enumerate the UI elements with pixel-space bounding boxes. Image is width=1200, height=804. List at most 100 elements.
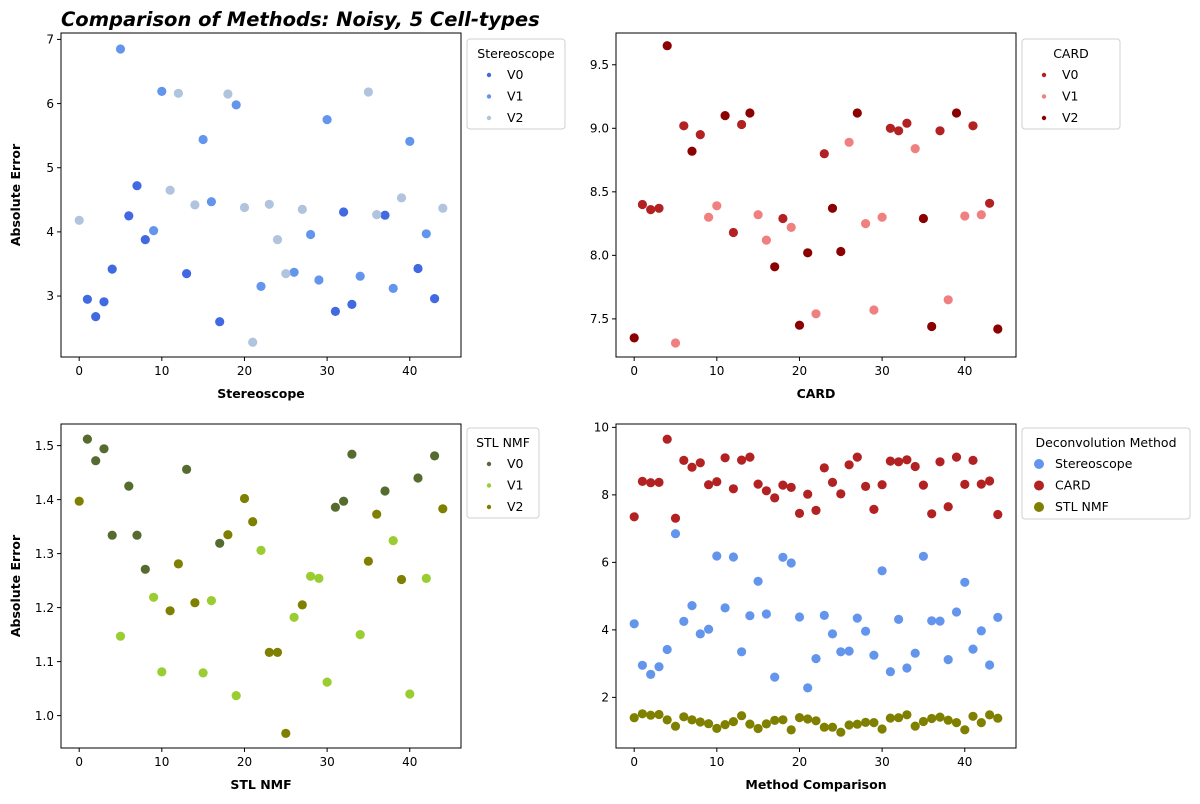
data-point (281, 269, 291, 279)
series-comparison-1 (629, 434, 1003, 523)
data-point (322, 115, 332, 125)
legend-title: Stereoscope (477, 46, 555, 61)
data-point (745, 452, 755, 462)
y-tick-label: 10 (594, 421, 609, 435)
data-point (918, 716, 929, 727)
data-point (413, 263, 423, 274)
data-point (720, 720, 730, 730)
legend-marker (486, 94, 492, 99)
data-point (737, 119, 747, 130)
data-point (960, 211, 970, 221)
data-point (910, 461, 920, 472)
data-point (637, 709, 648, 719)
x-tick-label: 20 (792, 364, 807, 378)
data-point (927, 713, 937, 724)
data-point (786, 558, 796, 568)
y-tick-label: 7.5 (590, 312, 609, 326)
data-point (976, 210, 986, 220)
data-point (811, 505, 821, 515)
data-point (198, 668, 208, 678)
data-point (165, 606, 175, 616)
data-point (852, 719, 862, 729)
data-point (248, 517, 258, 527)
data-point (306, 571, 316, 581)
data-point (778, 552, 788, 562)
data-point (297, 600, 307, 610)
data-point (968, 121, 978, 131)
data-point (421, 229, 431, 239)
legend-marker (486, 115, 492, 121)
data-point (943, 715, 953, 725)
data-point (737, 711, 747, 721)
legend-title: STL NMF (476, 435, 530, 450)
data-point (918, 480, 929, 490)
data-point (728, 484, 739, 494)
data-point (770, 493, 780, 503)
data-point (819, 149, 829, 159)
data-point (347, 299, 357, 309)
data-point (885, 713, 896, 723)
data-point (819, 610, 829, 621)
data-point (712, 477, 722, 487)
data-point (728, 227, 739, 238)
data-point (745, 611, 755, 621)
x-tick-label: 10 (709, 755, 724, 769)
data-point (388, 283, 398, 293)
data-point (976, 718, 986, 728)
data-point (223, 89, 233, 99)
data-point (629, 619, 639, 629)
data-point (770, 715, 780, 726)
data-point (297, 204, 307, 214)
data-point (927, 509, 937, 519)
chart-panel-comparison: 0 10 20 30 40 2 4 6 8 10 Method Comparison Deconvol… (594, 421, 1191, 792)
data-point (894, 126, 904, 136)
series-comparison-2 (629, 709, 1003, 737)
data-point (894, 614, 904, 625)
series-card-1 (670, 137, 986, 348)
data-point (330, 502, 340, 512)
data-point (289, 612, 299, 622)
data-point (985, 710, 995, 720)
data-point (827, 203, 838, 213)
data-point (380, 486, 390, 496)
y-tick-label: 8 (601, 488, 609, 502)
data-point (662, 434, 672, 444)
data-point (836, 727, 846, 737)
y-tick-label: 1.5 (35, 439, 54, 453)
data-point (646, 710, 656, 720)
data-point (951, 108, 962, 118)
data-point (646, 478, 656, 488)
legend-card: CARD V0 V1 V2 (1021, 38, 1121, 130)
data-point (679, 712, 689, 722)
data-point (877, 566, 887, 576)
y-axis-label: Absolute Error (8, 534, 23, 637)
y-tick-label: 1.0 (35, 709, 54, 723)
data-point (264, 647, 274, 658)
data-point (629, 333, 639, 343)
data-point (679, 455, 689, 465)
data-point (670, 338, 681, 348)
data-point (314, 573, 324, 584)
data-point (182, 464, 192, 474)
x-tick-label: 10 (709, 364, 724, 378)
data-point (943, 655, 953, 665)
data-point (74, 215, 84, 225)
legend-label: V2 (1062, 110, 1079, 125)
legend-label: V1 (507, 89, 524, 104)
data-point (819, 463, 829, 473)
data-point (927, 321, 937, 332)
legend-label: CARD (1055, 478, 1091, 493)
data-point (803, 248, 813, 258)
data-point (861, 626, 871, 636)
data-point (786, 222, 796, 232)
data-point (215, 538, 225, 548)
y-tick-label: 2 (601, 691, 609, 705)
data-point (993, 324, 1003, 334)
data-point (943, 502, 953, 512)
data-point (231, 691, 241, 701)
data-point (844, 137, 854, 147)
data-point (272, 235, 283, 245)
data-point (852, 108, 862, 118)
data-point (869, 305, 879, 315)
data-point (173, 88, 183, 98)
